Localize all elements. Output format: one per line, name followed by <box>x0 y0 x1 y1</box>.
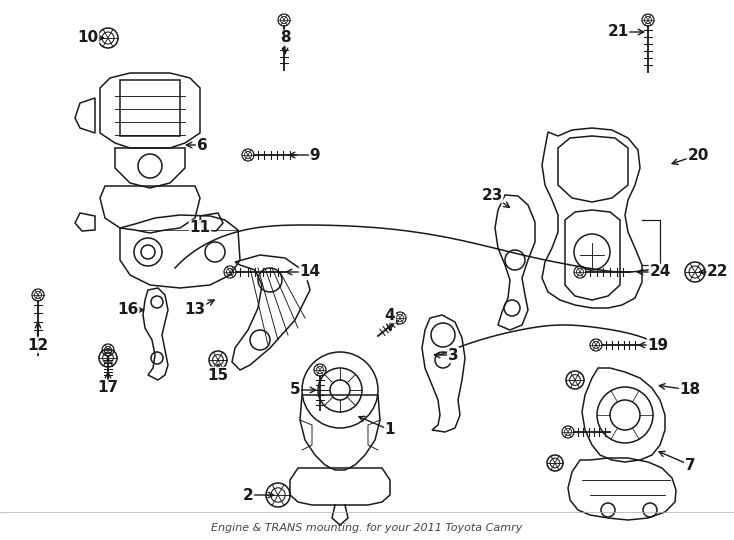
Text: 4: 4 <box>385 307 396 322</box>
Text: 16: 16 <box>117 302 139 318</box>
Text: 20: 20 <box>687 147 709 163</box>
Text: 8: 8 <box>280 30 291 45</box>
Text: 12: 12 <box>27 338 48 353</box>
Text: 1: 1 <box>385 422 395 437</box>
Text: 11: 11 <box>189 220 211 235</box>
Text: 7: 7 <box>685 457 695 472</box>
Text: 18: 18 <box>680 382 700 397</box>
Text: 22: 22 <box>708 265 729 280</box>
Text: 14: 14 <box>299 265 321 280</box>
Text: 9: 9 <box>310 147 320 163</box>
Text: 24: 24 <box>650 265 671 280</box>
Text: 17: 17 <box>98 381 119 395</box>
Text: 5: 5 <box>290 382 300 397</box>
Text: 3: 3 <box>448 348 458 362</box>
Text: 19: 19 <box>647 338 669 353</box>
Text: 21: 21 <box>607 24 628 39</box>
Text: 10: 10 <box>78 30 98 45</box>
Text: 15: 15 <box>208 368 228 382</box>
Text: Engine & TRANS mounting. for your 2011 Toyota Camry: Engine & TRANS mounting. for your 2011 T… <box>211 523 523 533</box>
Text: 6: 6 <box>197 138 208 152</box>
Text: 13: 13 <box>184 302 206 318</box>
Text: 2: 2 <box>243 488 253 503</box>
Text: 23: 23 <box>482 187 503 202</box>
